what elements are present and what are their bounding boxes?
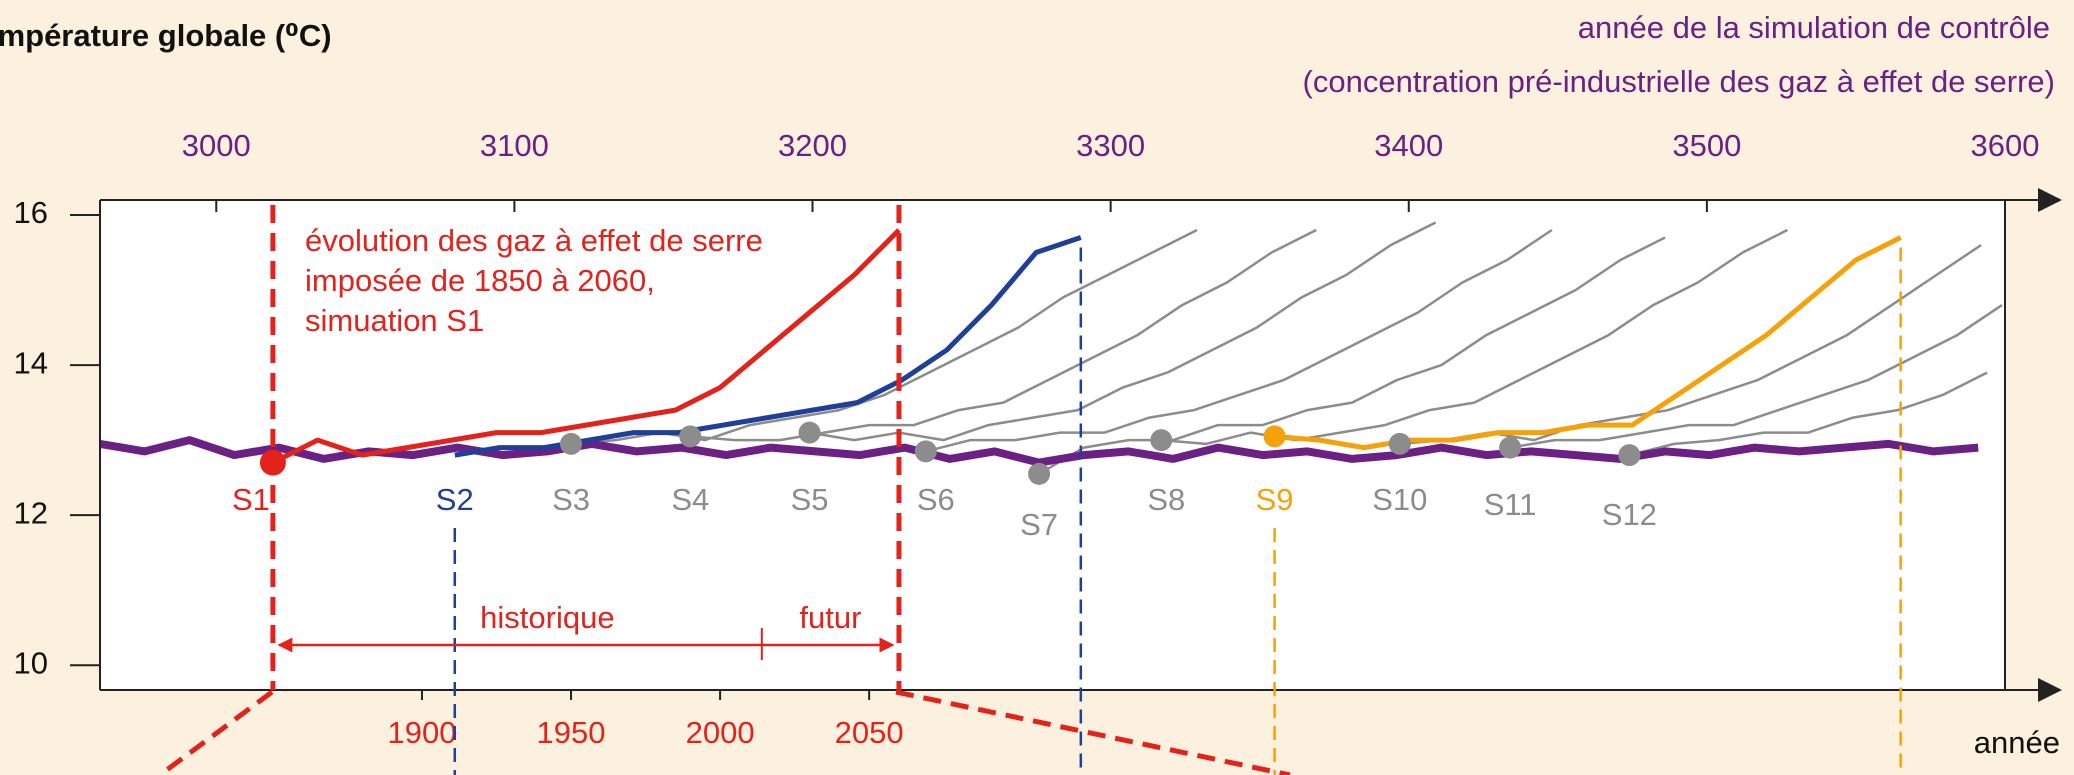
simulation-label: S10 [1372,482,1427,517]
series-line [809,221,1437,442]
start-dot [560,432,583,455]
x-tick-label: 3500 [1672,128,1741,163]
simulation-label: S4 [671,482,709,517]
x2-tick-label: 2050 [835,715,904,750]
x-tick-label: 3400 [1374,128,1443,163]
top-axis-arrow [2038,188,2062,212]
y-tick-label: 16 [14,195,48,230]
start-dot [1388,432,1411,455]
simulation-label: S12 [1602,497,1657,532]
start-dot [1150,429,1173,452]
x-tick-label: 3600 [1971,128,2040,163]
start-dot [1028,462,1051,485]
series-line [1274,235,1902,451]
simulation-label: S8 [1147,482,1185,517]
zoom-line [895,689,1291,775]
chart-title: température globale (⁰C) [0,18,332,53]
series-line [271,228,901,465]
series-line [1629,371,1988,457]
series-line [690,228,1317,442]
lines [99,221,2003,475]
x-tick-label: 3000 [182,128,251,163]
x2-tick-label: 1900 [387,715,456,750]
annotation: évolution des gaz à effet de serre [305,223,763,258]
y-tick-label: 14 [14,345,48,380]
series-line [454,235,1082,458]
start-dot [1618,444,1641,467]
x-tick-label: 3300 [1076,128,1145,163]
x2-axis-label: année [1974,725,2060,760]
x2-tick-label: 2000 [686,715,755,750]
x2-tick-label: 1950 [537,715,606,750]
x-tick-label: 3100 [480,128,549,163]
simulation-label: S7 [1020,507,1058,542]
series-line [99,436,1979,467]
period-label: historique [480,600,614,635]
annotation: imposée de 1850 à 2060, [305,263,655,298]
period-label: futur [799,600,861,635]
simulation-label: S3 [552,482,590,517]
start-dot [259,449,286,476]
zoom-line [158,689,274,775]
simulation-label: S9 [1256,482,1294,517]
top-axis-label: année de la simulation de contrôle [1578,10,2050,45]
simulation-label: S5 [791,482,829,517]
start-dot [914,440,937,463]
simulation-label: S1 [232,482,270,517]
simulation-label: S2 [436,482,474,517]
y-tick-label: 12 [14,495,48,530]
start-dot [1499,436,1522,459]
series-line [1038,236,1666,475]
start-dot [798,421,821,444]
bottom-axis-arrow [2038,678,2062,702]
annotation: simuation S1 [305,303,484,338]
x-tick-label: 3200 [778,128,847,163]
simulation-label: S6 [917,482,955,517]
y-tick-label: 10 [14,645,48,680]
series-line [1509,304,2003,449]
start-dot [1263,425,1286,448]
series-line [925,228,1553,453]
start-dot [679,425,702,448]
top-axis-label: (concentration pré-industrielle des gaz … [1303,64,2055,99]
simulation-label: S11 [1484,487,1537,522]
